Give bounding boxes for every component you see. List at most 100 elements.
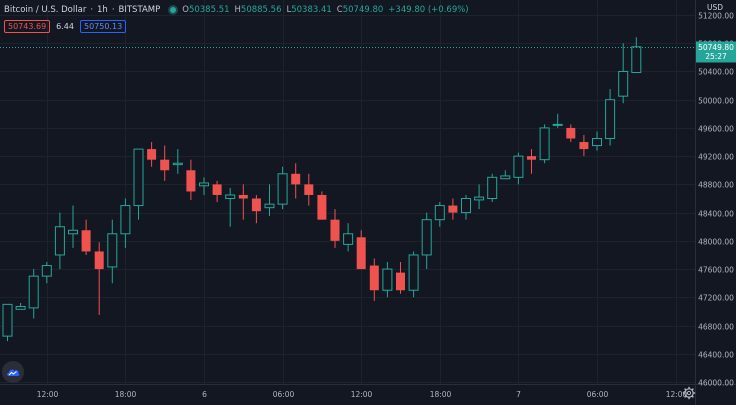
x-tick-label: 06:00 (273, 390, 295, 399)
buy-button[interactable]: 50750.13 (79, 20, 127, 33)
candle-up (41, 262, 52, 284)
currency-label[interactable]: USD (707, 3, 724, 12)
candle-down (304, 173, 314, 206)
last-price-label-bg (696, 41, 736, 63)
candle-up (199, 177, 209, 195)
candle-body (434, 205, 445, 221)
x-tick-label: 18:00 (430, 390, 452, 399)
y-tick-label: 48800.00 (698, 181, 734, 190)
candle-body (513, 155, 524, 178)
close-key: C (336, 5, 343, 15)
candle-body (592, 138, 602, 147)
candle-up (408, 251, 419, 298)
candle-up (631, 37, 642, 73)
candle-down (566, 124, 576, 143)
candle-up (343, 223, 354, 252)
candle-up (264, 184, 275, 217)
candle-up (552, 113, 563, 128)
candle-body (448, 205, 458, 213)
candle-up (54, 212, 65, 270)
candle-body (172, 162, 183, 166)
high-key: H (234, 5, 241, 15)
tradingview-logo-icon[interactable] (2, 361, 24, 383)
candle-down (527, 149, 536, 174)
x-tick-label: 7 (516, 390, 521, 399)
price-axis[interactable]: 51200.0050800.0050400.0050000.0049600.00… (698, 12, 734, 388)
candle-up (461, 194, 471, 220)
candle-down (369, 258, 379, 301)
candle-up (225, 187, 236, 227)
candle-body (539, 127, 550, 161)
x-tick-label: 12:00 (351, 390, 373, 399)
y-tick-label: 50400.00 (698, 68, 734, 77)
gear-icon[interactable] (682, 386, 696, 400)
candle-up (421, 212, 432, 270)
candle-body (28, 275, 39, 309)
symbol-name[interactable]: Bitcoin / U.S. Dollar (4, 5, 87, 15)
candle-down (356, 230, 366, 270)
candle-body (291, 173, 301, 185)
candle-body (317, 194, 327, 220)
cloud-icon (7, 369, 20, 376)
candle-up (133, 148, 144, 220)
candle-up (277, 166, 288, 210)
candle-up (513, 152, 524, 185)
candle-down (212, 180, 222, 203)
sell-button[interactable]: 50743.69 (4, 20, 51, 33)
y-tick-label: 49200.00 (698, 153, 734, 162)
trade-buttons: 50743.69 6.44 50750.13 (4, 20, 127, 33)
open-value: 50385.51 (188, 5, 230, 15)
candle-up (172, 149, 183, 174)
candle-body (120, 205, 131, 235)
candle-up (2, 303, 13, 342)
candle-up (474, 184, 485, 210)
candle-body (238, 194, 248, 199)
market-status-icon (170, 7, 177, 13)
candle-down (81, 219, 91, 255)
candle-up (500, 170, 511, 180)
high-value: 50885.56 (240, 5, 282, 15)
candle-body (304, 184, 314, 195)
candle-down (448, 198, 458, 220)
candle-body (133, 148, 144, 207)
candle-body (330, 219, 340, 241)
y-tick-label: 50000.00 (698, 97, 734, 106)
y-tick-label: 51200.00 (698, 12, 734, 21)
candle-body (461, 198, 471, 214)
candle-body (264, 203, 275, 209)
candle-body (251, 198, 261, 212)
candle-up (605, 89, 616, 146)
candle-body (421, 219, 432, 256)
candle-body (68, 229, 78, 235)
candle-down (147, 142, 157, 167)
candle-down (186, 159, 196, 200)
candle-down (579, 134, 589, 157)
x-tick-label: 18:00 (115, 390, 137, 399)
candle-body (41, 265, 52, 277)
candle-body (618, 70, 629, 97)
y-tick-label: 46800.00 (698, 323, 734, 332)
candle-body (500, 175, 511, 180)
candle-up (539, 124, 550, 164)
y-tick-label: 47200.00 (698, 294, 734, 303)
candle-body (277, 173, 288, 205)
candle-body (2, 303, 13, 337)
candle-down (396, 262, 405, 294)
candle-up (107, 219, 118, 284)
candle-body (54, 226, 65, 256)
candle-body (94, 251, 104, 270)
candle-up (382, 262, 393, 298)
close-value: 50749.80 (342, 5, 384, 15)
time-axis[interactable]: 12:00 18:00 6 06:00 12:00 18:00 7 06:00 12:00 (37, 390, 688, 399)
candle-body (396, 272, 405, 291)
candle-body (212, 184, 222, 195)
candle-body (369, 265, 379, 291)
x-tick-label: 6 (202, 390, 207, 399)
candle-down (160, 145, 170, 181)
interval-label[interactable]: 1h (97, 5, 108, 15)
candle-body (147, 149, 157, 160)
exchange-label: BITSTAMP (118, 5, 161, 15)
